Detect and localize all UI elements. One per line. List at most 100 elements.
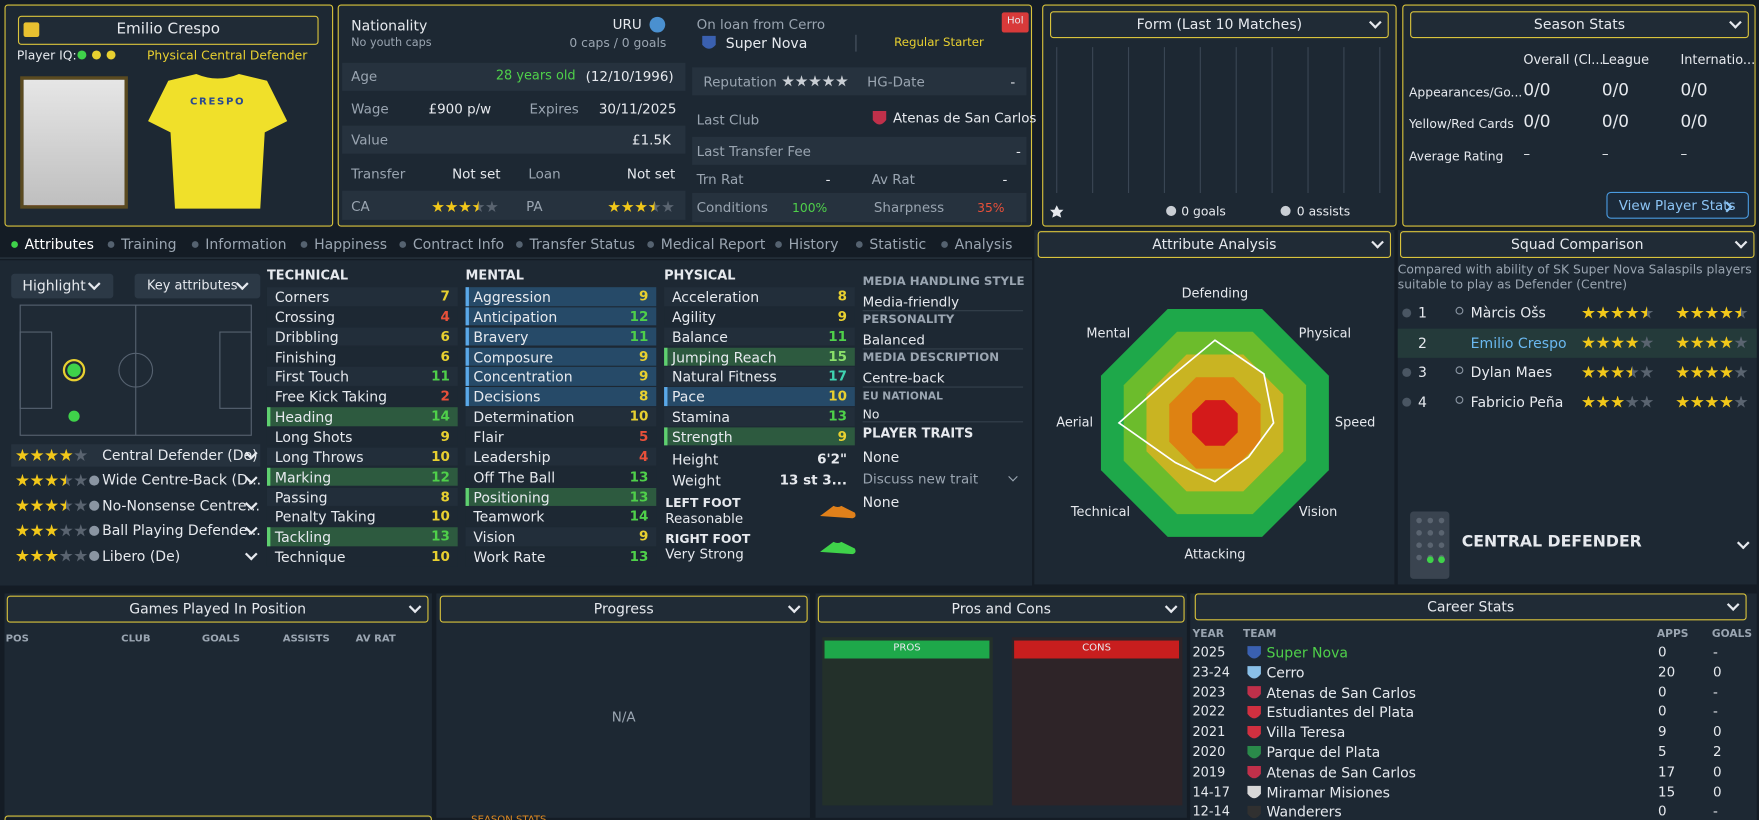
tab[interactable]: Analysis (954, 235, 1013, 253)
goals: 0 (1712, 663, 1722, 680)
team[interactable]: Miramar Misiones (1266, 783, 1390, 801)
value: - (1010, 74, 1016, 90)
role-name[interactable]: Central Defender (De) (102, 446, 258, 464)
value: 6'2" (817, 450, 847, 467)
attribute-name: Crossing (274, 308, 335, 326)
team[interactable]: Wanderers (1266, 803, 1342, 820)
view-stats-button[interactable] (1606, 191, 1749, 219)
role-name[interactable]: Wide Centre-Back (D... (102, 471, 262, 489)
attribute-row (465, 347, 657, 366)
tab[interactable]: Contract Info (412, 235, 505, 253)
role-name[interactable]: Libero (De) (102, 546, 181, 564)
label: Loan (528, 166, 561, 182)
year: 14-17 (1192, 783, 1230, 800)
title-box[interactable] (6, 595, 429, 623)
tab[interactable]: Transfer Status (529, 235, 636, 253)
star (1625, 395, 1639, 408)
role-name[interactable]: No-Nonsense Centre... (102, 496, 260, 514)
boot-icon (820, 541, 856, 555)
shirt (148, 74, 288, 209)
goals: 0 (1712, 763, 1722, 780)
role-name[interactable]: Ball Playing Defende... (102, 521, 261, 539)
squad-name[interactable]: Fabricio Peña (1470, 393, 1564, 411)
team[interactable]: Parque del Plata (1266, 743, 1381, 761)
star (74, 448, 88, 461)
tab[interactable]: Medical Report (660, 235, 766, 253)
title-box[interactable] (1050, 11, 1389, 39)
column-header: GOALS (1711, 628, 1753, 641)
media-label: MEDIA DESCRIPTION (862, 351, 1000, 365)
attribute-row (465, 407, 657, 426)
discuss-value: None (862, 493, 900, 511)
tab[interactable]: Attributes (24, 235, 94, 253)
rank: 1 (1417, 304, 1427, 321)
team[interactable]: Estudiantes del Plata (1266, 703, 1415, 721)
attribute-value: 4 (440, 308, 450, 325)
title-box[interactable] (439, 595, 808, 623)
button-label[interactable]: View Player Stats (1618, 197, 1736, 214)
discuss[interactable]: Discuss new trait (862, 471, 979, 487)
slot-active (1438, 556, 1445, 564)
attribute-name: Technique (274, 548, 346, 566)
star (1611, 335, 1625, 349)
attribute-row (266, 387, 458, 406)
media-value: Media-friendly (862, 293, 960, 310)
attribute-row (266, 527, 458, 546)
attribute-row (266, 427, 458, 446)
title-box[interactable] (1410, 11, 1749, 39)
squad-name[interactable]: Emilio Crespo (1470, 333, 1567, 351)
squad-note: Compared with ability of SK Super Nova S… (1397, 262, 1752, 292)
attribute-value: 8 (440, 488, 450, 505)
title-box[interactable] (817, 595, 1185, 623)
star (1596, 335, 1610, 349)
team[interactable]: Super Nova (1266, 643, 1349, 661)
panel-title: Attribute Analysis (1152, 235, 1277, 253)
panel (1402, 4, 1756, 227)
highlight-dropdown[interactable] (11, 273, 114, 299)
squad-name[interactable]: Dylan Maes (1470, 363, 1553, 381)
tab[interactable]: Happiness (314, 235, 388, 253)
attribute-name: Vision (473, 528, 516, 546)
title-box[interactable] (1037, 231, 1392, 259)
attribute-value: 11 (828, 328, 847, 345)
cell: 0/0 (1601, 111, 1630, 132)
year: 2023 (1192, 683, 1226, 700)
column-header: APPS (1656, 628, 1689, 641)
key-dropdown[interactable] (134, 273, 261, 299)
star (1690, 335, 1704, 349)
star (59, 473, 73, 487)
attribute-row (465, 527, 657, 546)
player-photo (20, 76, 128, 209)
star-rating (432, 200, 498, 213)
shirt-name: CRESPO (190, 96, 245, 107)
tab[interactable]: Information (205, 235, 287, 253)
attribute-name: Composure (473, 348, 554, 366)
year: 2020 (1192, 743, 1226, 760)
column-header: League (1601, 51, 1650, 68)
team[interactable]: Cerro (1266, 663, 1305, 681)
team[interactable]: Villa Teresa (1266, 723, 1346, 741)
attribute-name: Leadership (473, 448, 551, 466)
icon (106, 50, 116, 60)
goals: 0 goals (1181, 204, 1226, 219)
tab[interactable]: Training (121, 235, 177, 253)
team[interactable]: Atenas de San Carlos (1266, 683, 1416, 701)
expires: 30/11/2025 (598, 100, 677, 117)
title-box[interactable] (1194, 593, 1747, 621)
pitch-box (19, 331, 53, 409)
team[interactable]: Atenas de San Carlos (1266, 763, 1416, 781)
label: PA (526, 198, 543, 215)
title-box[interactable] (1400, 231, 1755, 259)
attribute-row (664, 367, 855, 386)
tab[interactable]: Statistic (869, 235, 927, 253)
star (1676, 306, 1690, 319)
squad-name[interactable]: Màrcis Ošs (1470, 304, 1546, 321)
tab[interactable]: History (788, 235, 839, 253)
attribute-name: Natural Fitness (671, 368, 777, 386)
star-rating (1676, 365, 1748, 379)
star (30, 448, 44, 461)
year: 2021 (1192, 723, 1226, 740)
last-club: Atenas de San Carlos (892, 109, 1037, 126)
star-rating (1582, 365, 1654, 379)
